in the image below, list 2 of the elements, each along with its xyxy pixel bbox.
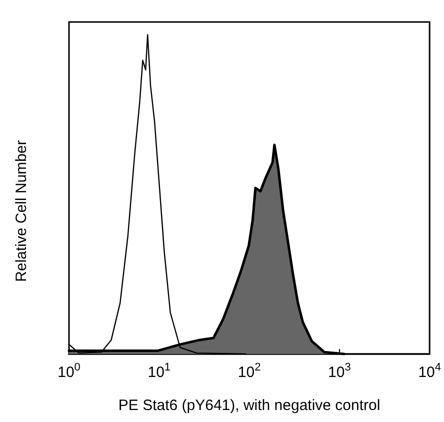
y-axis-title: Relative Cell Number	[13, 140, 30, 282]
x-axis-title: PE Stat6 (pY641), with negative control	[118, 397, 380, 414]
